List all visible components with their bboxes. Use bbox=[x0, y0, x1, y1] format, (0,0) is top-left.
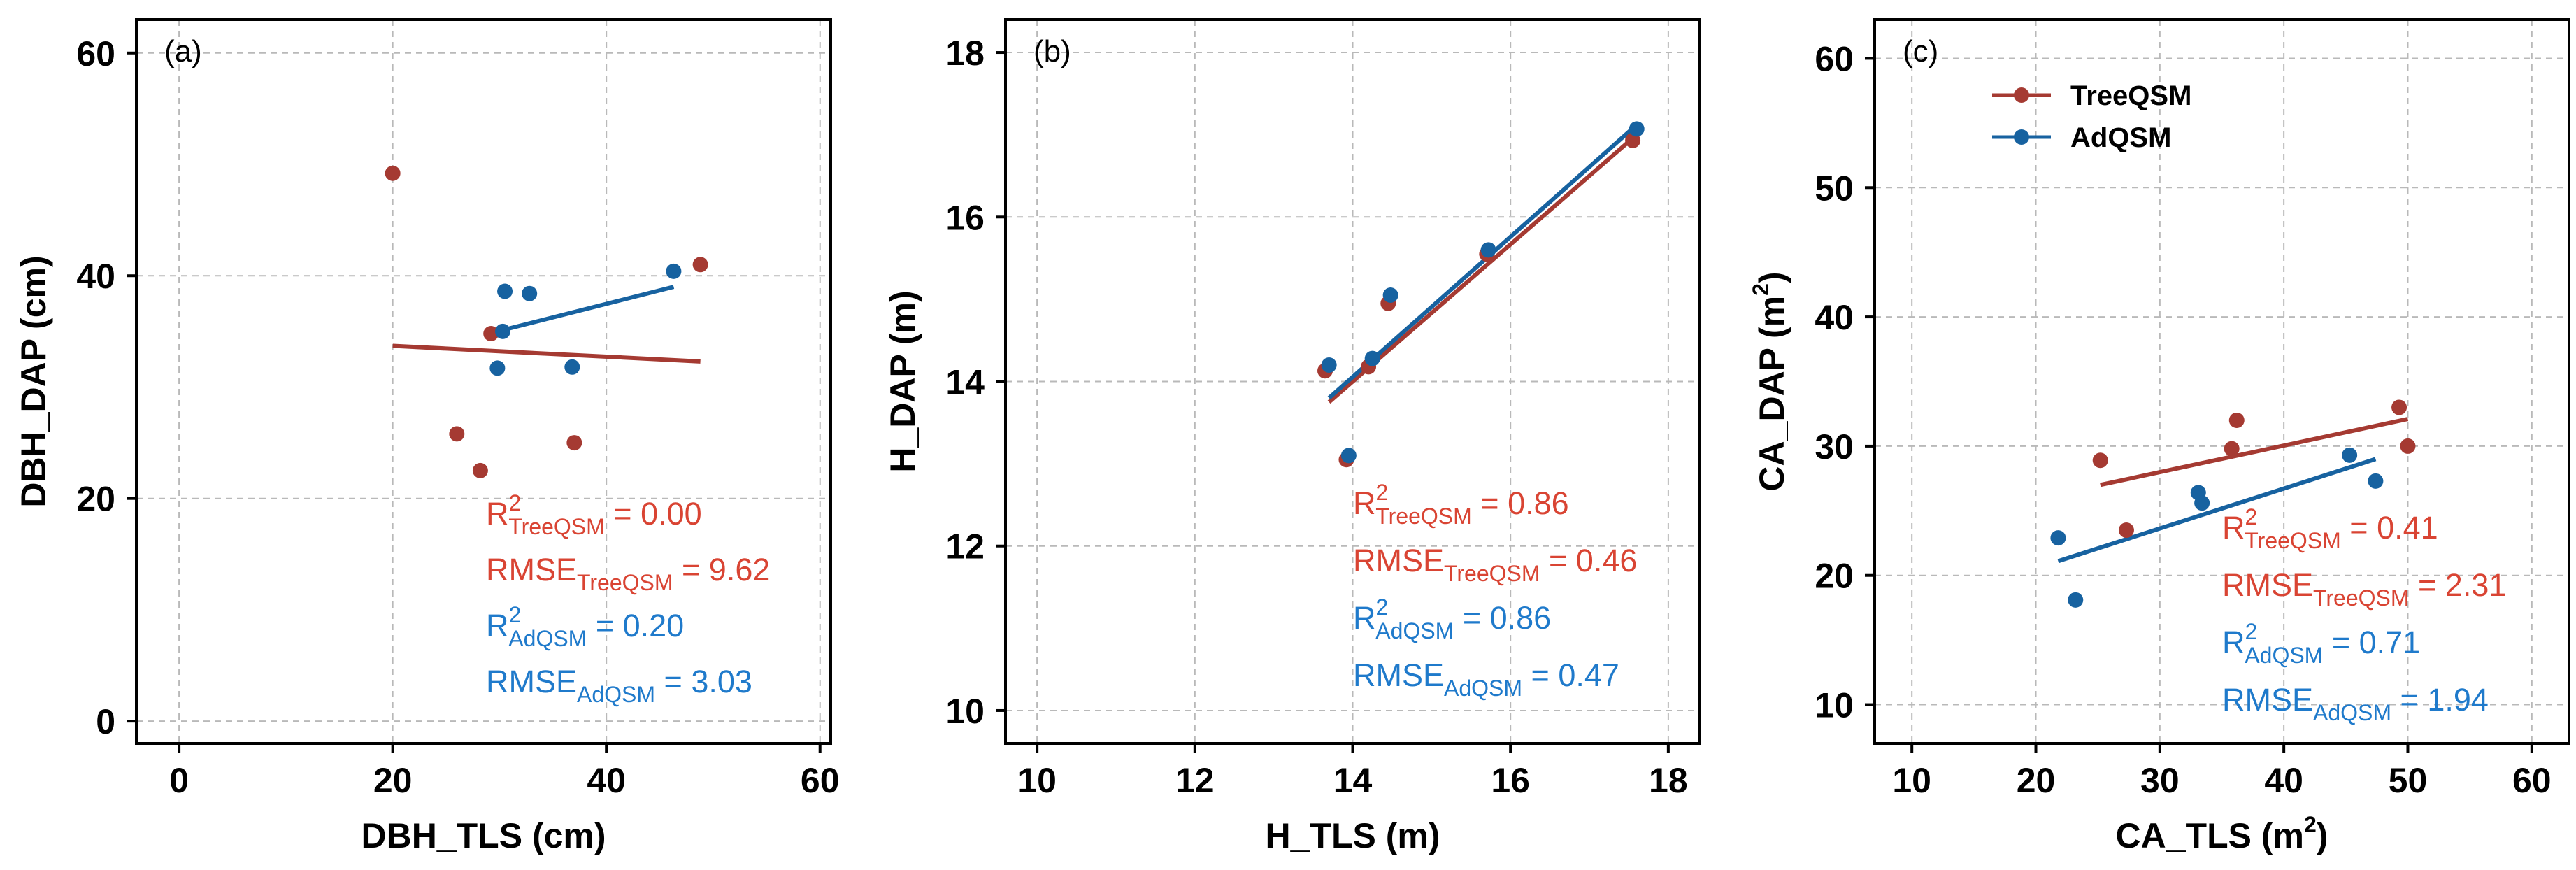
x-tick-label: 10 bbox=[1892, 761, 1931, 800]
stat-r2-treeqsm: R2 TreeQSM = 0.00 bbox=[486, 490, 702, 539]
point-adqsm bbox=[2050, 530, 2066, 546]
y-tick-label: 12 bbox=[945, 527, 985, 566]
stat-r2-adqsm: R2 AdQSM = 0.86 bbox=[1353, 594, 1551, 643]
x-tick-label: 16 bbox=[1491, 761, 1530, 800]
point-treeqsm bbox=[2092, 452, 2108, 469]
x-tick-label: 12 bbox=[1175, 761, 1215, 800]
y-tick-label: 40 bbox=[1815, 298, 1854, 337]
point-treeqsm bbox=[472, 462, 488, 478]
y-tick-label: 20 bbox=[1815, 557, 1854, 596]
point-treeqsm bbox=[2224, 441, 2240, 457]
point-adqsm bbox=[1629, 121, 1645, 137]
point-treeqsm bbox=[2391, 399, 2407, 415]
point-adqsm bbox=[666, 263, 682, 279]
plot-frame bbox=[135, 18, 832, 745]
stat-r2-treeqsm: R2 TreeQSM = 0.86 bbox=[1353, 480, 1569, 529]
stat-r2-treeqsm: R2 TreeQSM = 0.41 bbox=[2222, 504, 2438, 553]
chart-panel-c: 10 20 30 40 50 60 10 20 30 40 50 60 CA_TLS (m2) CA_DA… bbox=[1748, 18, 2570, 855]
y-axis-label: DBH_DAP (cm) bbox=[14, 255, 53, 507]
legend-marker-adqsm bbox=[2014, 129, 2029, 145]
point-adqsm bbox=[564, 359, 580, 375]
panel-label: (b) bbox=[1033, 34, 1071, 69]
chart-panel-b: 10 12 14 16 18 10 12 14 16 18 H_TLS (m) H_DAP (m) (b… bbox=[883, 18, 1701, 855]
point-treeqsm bbox=[566, 435, 582, 451]
x-axis-label: DBH_TLS (cm) bbox=[361, 816, 606, 855]
point-adqsm bbox=[1480, 242, 1496, 258]
y-tick-label: 30 bbox=[1815, 427, 1854, 466]
point-adqsm bbox=[494, 323, 510, 339]
y-tick-label: 10 bbox=[945, 692, 985, 731]
plot-frame bbox=[1873, 18, 2570, 745]
fit-line-treeqsm bbox=[392, 343, 701, 364]
x-axis-label: CA_TLS (m2) bbox=[2116, 812, 2328, 855]
legend-label-adqsm: AdQSM bbox=[2070, 122, 2171, 153]
point-adqsm bbox=[2194, 495, 2210, 511]
point-adqsm bbox=[2368, 473, 2384, 489]
y-tick-label: 18 bbox=[945, 34, 985, 73]
fit-line-treeqsm bbox=[2100, 417, 2409, 487]
y-tick-label: 60 bbox=[1815, 39, 1854, 78]
point-adqsm bbox=[1382, 287, 1398, 304]
legend: TreeQSM AdQSM bbox=[1992, 80, 2191, 153]
point-adqsm bbox=[1321, 357, 1337, 373]
x-tick-label: 60 bbox=[2512, 761, 2552, 800]
y-tick-label: 0 bbox=[96, 702, 115, 741]
point-treeqsm bbox=[449, 426, 465, 442]
legend-marker-treeqsm bbox=[2014, 87, 2029, 103]
fit-line-adqsm bbox=[2057, 457, 2377, 564]
stat-rmse-adqsm: RMSEAdQSM = 3.03 bbox=[486, 664, 752, 707]
y-tick-label: 16 bbox=[945, 198, 985, 237]
stat-rmse-treeqsm: RMSETreeQSM = 0.46 bbox=[1353, 543, 1637, 586]
point-treeqsm bbox=[2400, 438, 2416, 454]
y-tick-label: 50 bbox=[1815, 169, 1854, 208]
point-treeqsm bbox=[2118, 522, 2134, 539]
stat-rmse-treeqsm: RMSETreeQSM = 9.62 bbox=[486, 552, 770, 595]
fit-line-treeqsm bbox=[1327, 133, 1638, 404]
y-tick-label: 40 bbox=[76, 257, 115, 296]
y-tick-label: 14 bbox=[945, 363, 985, 402]
x-tick-label: 20 bbox=[2017, 761, 2056, 800]
point-treeqsm bbox=[483, 326, 499, 342]
stat-rmse-treeqsm: RMSETreeQSM = 2.31 bbox=[2222, 567, 2506, 611]
panel-label: (a) bbox=[164, 34, 202, 69]
x-tick-label: 40 bbox=[2264, 761, 2303, 800]
point-adqsm bbox=[1364, 350, 1380, 366]
stat-r2-adqsm: R2 AdQSM = 0.20 bbox=[486, 602, 684, 651]
point-adqsm bbox=[522, 285, 538, 301]
x-axis-label: H_TLS (m) bbox=[1266, 816, 1440, 855]
y-tick-label: 20 bbox=[76, 480, 115, 519]
point-adqsm bbox=[497, 283, 513, 299]
panel-label: (c) bbox=[1903, 34, 1938, 69]
y-tick-label: 60 bbox=[76, 34, 115, 73]
fit-line-adqsm bbox=[1327, 123, 1638, 400]
y-axis-label: H_DAP (m) bbox=[883, 290, 922, 472]
point-adqsm bbox=[1340, 448, 1357, 464]
x-tick-label: 10 bbox=[1017, 761, 1057, 800]
point-treeqsm bbox=[692, 257, 708, 273]
x-tick-label: 14 bbox=[1333, 761, 1373, 800]
point-adqsm bbox=[2068, 592, 2084, 608]
chart-panel-a: 0 20 40 60 0 20 40 60 DBH_TLS (cm) DBH_DAP (cm) (a… bbox=[14, 18, 840, 855]
legend-label-treeqsm: TreeQSM bbox=[2070, 80, 2191, 111]
x-tick-label: 50 bbox=[2389, 761, 2428, 800]
point-treeqsm bbox=[2228, 412, 2245, 428]
stat-rmse-adqsm: RMSEAdQSM = 1.94 bbox=[2222, 682, 2489, 725]
point-treeqsm bbox=[385, 165, 401, 181]
x-tick-label: 18 bbox=[1649, 761, 1688, 800]
y-axis-label: CA_DAP (m2) bbox=[1748, 271, 1791, 491]
stat-r2-adqsm: R2 AdQSM = 0.71 bbox=[2222, 619, 2420, 668]
point-adqsm bbox=[2342, 447, 2358, 463]
x-tick-label: 30 bbox=[2140, 761, 2180, 800]
x-tick-label: 20 bbox=[373, 761, 413, 800]
x-tick-label: 0 bbox=[169, 761, 189, 800]
x-tick-label: 40 bbox=[587, 761, 626, 800]
fit-line-adqsm bbox=[496, 285, 675, 334]
x-tick-label: 60 bbox=[801, 761, 840, 800]
stat-rmse-adqsm: RMSEAdQSM = 0.47 bbox=[1353, 657, 1619, 701]
point-adqsm bbox=[489, 360, 506, 376]
y-tick-label: 10 bbox=[1815, 686, 1854, 725]
